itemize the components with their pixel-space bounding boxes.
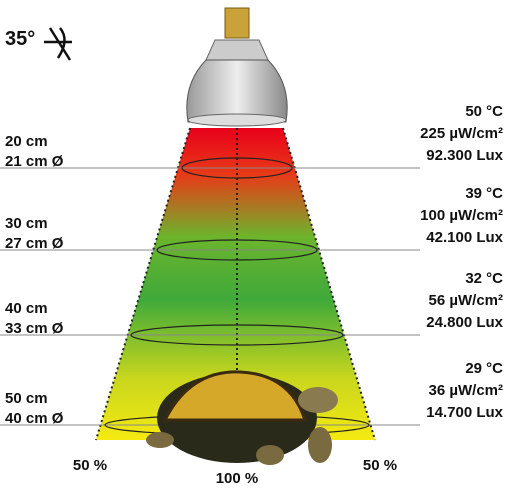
uv-intensity: 225 µW/cm²: [420, 125, 503, 142]
diameter: 27 cm Ø: [5, 235, 64, 252]
distance: 50 cm: [5, 390, 48, 407]
beam-ellipse: [181, 157, 293, 179]
distance: 20 cm: [5, 133, 48, 150]
uv-intensity: 100 µW/cm²: [420, 207, 503, 224]
illuminance: 92.300 Lux: [426, 147, 503, 164]
illuminance: 42.100 Lux: [426, 229, 503, 246]
diameter: 40 cm Ø: [5, 410, 64, 427]
distance: 30 cm: [5, 215, 48, 232]
tortoise: [146, 370, 338, 465]
lamp: [186, 7, 288, 127]
uv-intensity: 56 µW/cm²: [429, 292, 504, 309]
intensity-label: 50 %: [73, 457, 107, 474]
beam-angle: 35°: [5, 28, 35, 50]
illuminance: 24.800 Lux: [426, 314, 503, 331]
temperature: 32 °C: [465, 270, 503, 287]
diameter: 33 cm Ø: [5, 320, 64, 337]
cone-edges: [95, 127, 376, 450]
temperature: 39 °C: [465, 185, 503, 202]
intensity-label: 100 %: [216, 470, 259, 487]
uv-intensity: 36 µW/cm²: [429, 382, 504, 399]
beam-ellipse: [130, 324, 344, 346]
intensity-label: 50 %: [363, 457, 397, 474]
angle-icon: [44, 27, 72, 61]
illuminance: 14.700 Lux: [426, 404, 503, 421]
diameter: 21 cm Ø: [5, 153, 64, 170]
beam-ellipse: [156, 239, 318, 261]
temperature: 50 °C: [465, 103, 503, 120]
distance: 40 cm: [5, 300, 48, 317]
temperature: 29 °C: [465, 360, 503, 377]
